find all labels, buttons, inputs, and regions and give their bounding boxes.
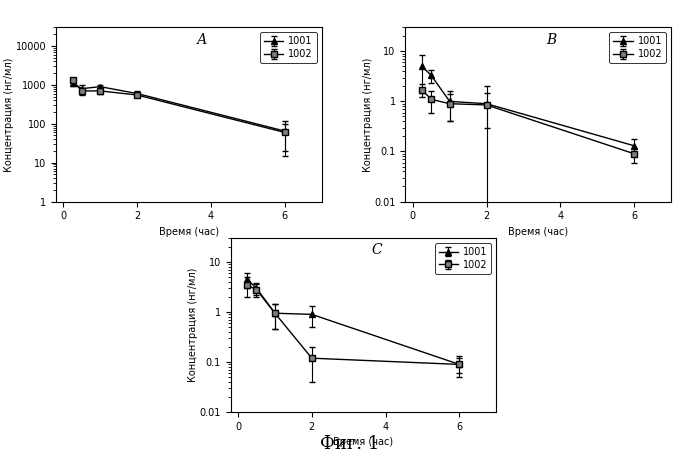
Text: А: А: [196, 33, 208, 47]
Y-axis label: Концентрация (нг/мл): Концентрация (нг/мл): [188, 268, 199, 382]
Text: В: В: [547, 33, 556, 47]
Legend: 1001, 1002: 1001, 1002: [260, 33, 317, 63]
Y-axis label: Концентрация (нг/мл): Концентрация (нг/мл): [4, 57, 14, 172]
Text: С: С: [371, 243, 382, 257]
Legend: 1001, 1002: 1001, 1002: [435, 243, 491, 274]
Text: Фиг. 1: Фиг. 1: [320, 436, 379, 453]
Y-axis label: Концентрация (нг/мл): Концентрация (нг/мл): [363, 57, 373, 172]
X-axis label: Время (час): Время (час): [159, 227, 219, 237]
X-axis label: Время (час): Время (час): [333, 437, 394, 447]
X-axis label: Время (час): Время (час): [508, 227, 568, 237]
Legend: 1001, 1002: 1001, 1002: [610, 33, 666, 63]
